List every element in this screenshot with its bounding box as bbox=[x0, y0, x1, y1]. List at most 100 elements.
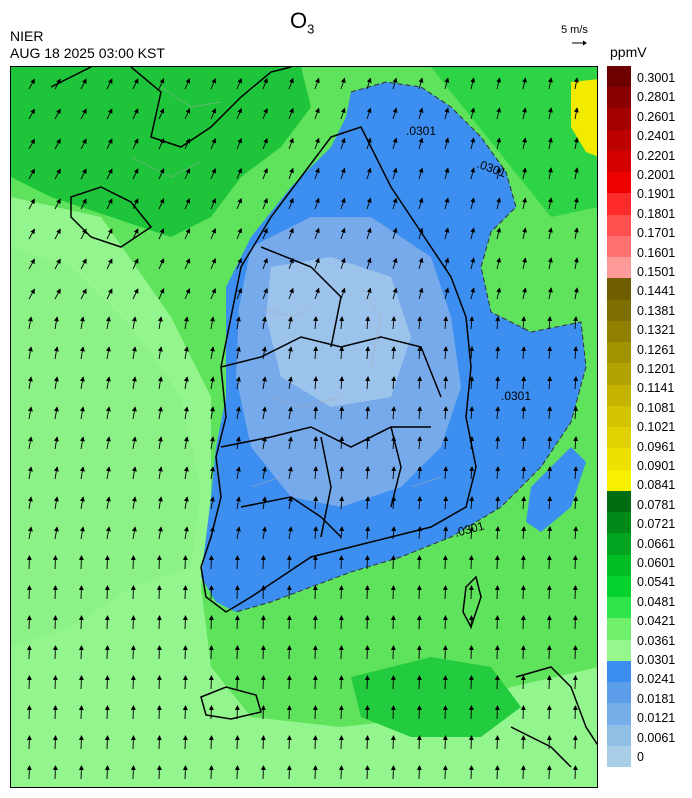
wind-arrow-icon bbox=[468, 675, 474, 690]
wind-arrow-icon bbox=[340, 257, 346, 270]
wind-arrow-icon bbox=[494, 765, 500, 780]
wind-arrow-icon bbox=[236, 197, 242, 210]
wind-arrow-icon bbox=[105, 496, 111, 510]
wind-arrow-icon bbox=[54, 168, 61, 180]
wind-arrow-icon bbox=[234, 645, 240, 660]
wind-arrow-icon bbox=[156, 585, 162, 600]
ozone-map[interactable]: .0301 .0301 .0301 .0301 bbox=[10, 66, 598, 788]
wind-arrow-icon bbox=[443, 346, 449, 360]
wind-arrow-icon bbox=[286, 645, 292, 660]
wind-arrow-icon bbox=[470, 137, 476, 150]
wind-arrow-icon bbox=[184, 138, 191, 150]
wind-arrow-icon bbox=[261, 466, 267, 480]
wind-arrow-icon bbox=[27, 496, 33, 510]
wind-arrow-icon bbox=[156, 615, 162, 630]
legend-tick-label: 0.2001 bbox=[637, 168, 676, 182]
wind-arrow-icon bbox=[261, 316, 267, 330]
wind-arrow-icon bbox=[442, 705, 448, 720]
legend-tick-label: 0.0901 bbox=[637, 459, 676, 473]
wind-arrow-icon bbox=[28, 288, 35, 300]
wind-arrow-icon bbox=[130, 555, 136, 570]
legend-tick-label: 0.2801 bbox=[637, 90, 676, 105]
legend-tick-label: 0.1501 bbox=[637, 265, 676, 279]
wind-arrow-icon bbox=[392, 167, 398, 180]
wind-arrow-icon bbox=[390, 555, 396, 570]
wind-arrow-icon bbox=[520, 735, 526, 750]
wind-arrow-icon bbox=[340, 197, 346, 210]
ozone-hotspot-yellow bbox=[571, 79, 597, 157]
legend-swatch bbox=[607, 193, 631, 216]
wind-arrow-icon bbox=[105, 376, 111, 390]
wind-arrow-icon bbox=[104, 585, 110, 600]
wind-arrow-icon bbox=[470, 287, 476, 300]
wind-arrow-icon bbox=[572, 555, 578, 570]
wind-arrow-icon bbox=[521, 406, 527, 420]
wind-arrow-icon bbox=[130, 765, 136, 780]
wind-arrow-icon bbox=[260, 675, 266, 690]
wind-arrow-icon bbox=[131, 526, 137, 540]
wind-arrow-icon bbox=[184, 228, 191, 240]
wind-arrow-icon bbox=[79, 496, 85, 510]
wind-arrow-icon bbox=[28, 258, 35, 270]
colorbar-legend bbox=[607, 66, 631, 768]
wind-arrow-icon bbox=[78, 705, 84, 720]
wind-arrow-icon bbox=[52, 675, 58, 690]
wind-arrow-icon bbox=[468, 735, 474, 750]
contour-line-0301 bbox=[235, 81, 587, 613]
wind-arrow-icon bbox=[573, 316, 579, 330]
wind-arrow-icon bbox=[286, 615, 292, 630]
wind-arrow-icon bbox=[496, 197, 502, 210]
wind-arrow-icon bbox=[469, 436, 475, 450]
wind-arrow-icon bbox=[235, 376, 241, 390]
wind-arrow-icon bbox=[338, 645, 344, 660]
wind-arrow-icon bbox=[573, 197, 579, 210]
wind-arrow-icon bbox=[444, 167, 450, 180]
wind-arrow-icon bbox=[235, 346, 241, 360]
wind-arrow-icon bbox=[287, 346, 293, 360]
legend-swatch bbox=[607, 554, 631, 577]
wind-arrow-icon bbox=[260, 555, 266, 570]
wind-arrow-icon bbox=[210, 107, 217, 120]
wind-arrow-icon bbox=[131, 346, 137, 360]
wind-arrow-icon bbox=[443, 376, 449, 390]
wind-arrow-icon bbox=[417, 346, 423, 360]
wind-arrow-icon bbox=[158, 258, 165, 270]
wind-arrow-icon bbox=[339, 316, 345, 330]
wind-arrow-icon bbox=[338, 585, 344, 600]
legend-swatch bbox=[607, 299, 631, 322]
wind-arrow-icon bbox=[313, 526, 319, 540]
wind-arrow-icon bbox=[340, 227, 346, 240]
wind-arrow-icon bbox=[209, 406, 215, 420]
wind-arrow-icon bbox=[130, 705, 136, 720]
wind-arrow-icon bbox=[496, 227, 502, 240]
wind-arrow-icon bbox=[80, 288, 87, 300]
wind-arrow-icon bbox=[365, 496, 371, 510]
wind-arrow-icon bbox=[183, 316, 189, 330]
wind-arrow-icon bbox=[184, 168, 191, 180]
wind-arrow-icon bbox=[444, 137, 450, 150]
wind-arrow-icon bbox=[547, 257, 553, 270]
wind-arrow-icon bbox=[469, 316, 475, 330]
wind-arrow-icon bbox=[79, 346, 85, 360]
wind-arrow-icon bbox=[53, 496, 59, 510]
wind-arrow-icon bbox=[262, 167, 268, 180]
wind-arrow-icon bbox=[391, 376, 397, 390]
wind-arrow-icon bbox=[26, 735, 32, 750]
wind-arrow-icon bbox=[208, 555, 214, 570]
wind-arrow-icon bbox=[208, 585, 214, 600]
legend-swatch bbox=[607, 597, 631, 619]
wind-arrow-icon bbox=[130, 645, 136, 660]
wind-arrow-icon bbox=[52, 615, 58, 630]
wind-arrow-icon bbox=[418, 167, 424, 180]
wind-arrow-icon bbox=[340, 107, 346, 120]
wind-arrow-icon bbox=[442, 585, 448, 600]
wind-arrow-icon bbox=[340, 287, 346, 300]
legend-swatch bbox=[607, 405, 631, 428]
wind-arrow-icon bbox=[495, 436, 501, 450]
wind-arrow-icon bbox=[573, 137, 579, 150]
wind-arrow-icon bbox=[496, 137, 502, 150]
legend-tick-label: 0.0181 bbox=[637, 691, 676, 706]
wind-arrow-icon bbox=[572, 765, 578, 780]
wind-arrow-icon bbox=[157, 346, 163, 360]
wind-arrow-icon bbox=[390, 735, 396, 750]
